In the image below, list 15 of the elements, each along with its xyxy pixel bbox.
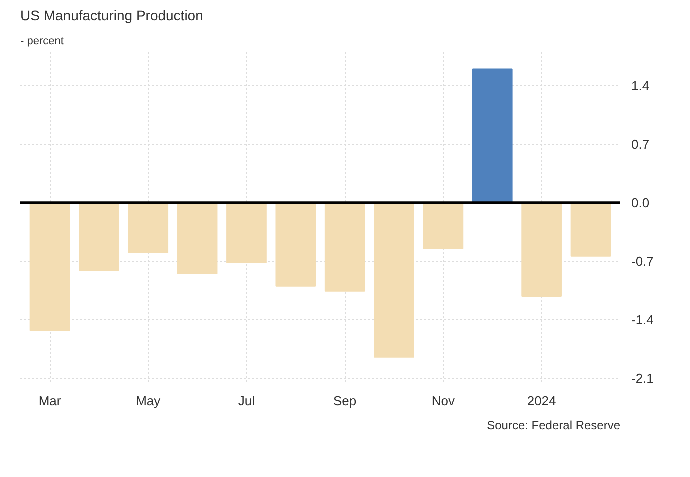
chart-subtitle: - percent bbox=[20, 36, 64, 48]
x-tick-label: 2024 bbox=[527, 394, 556, 408]
x-tick-label: Jul bbox=[238, 394, 256, 408]
source-note: Source: Federal Reserve bbox=[487, 418, 621, 432]
x-tick-label: May bbox=[136, 394, 162, 408]
y-tick-label: 0.7 bbox=[632, 136, 650, 152]
y-tick-label: -2.1 bbox=[632, 370, 654, 386]
y-tick-label: 1.4 bbox=[632, 78, 650, 94]
y-tick-label: 0.0 bbox=[632, 195, 650, 210]
x-tick-label: Mar bbox=[38, 394, 62, 408]
x-tick-label: Sep bbox=[334, 394, 357, 408]
y-tick-label: -0.7 bbox=[632, 254, 654, 269]
y-tick-label: -1.4 bbox=[632, 312, 654, 328]
chart-title: US Manufacturing Production bbox=[20, 8, 204, 24]
x-tick-label: Nov bbox=[432, 394, 456, 408]
